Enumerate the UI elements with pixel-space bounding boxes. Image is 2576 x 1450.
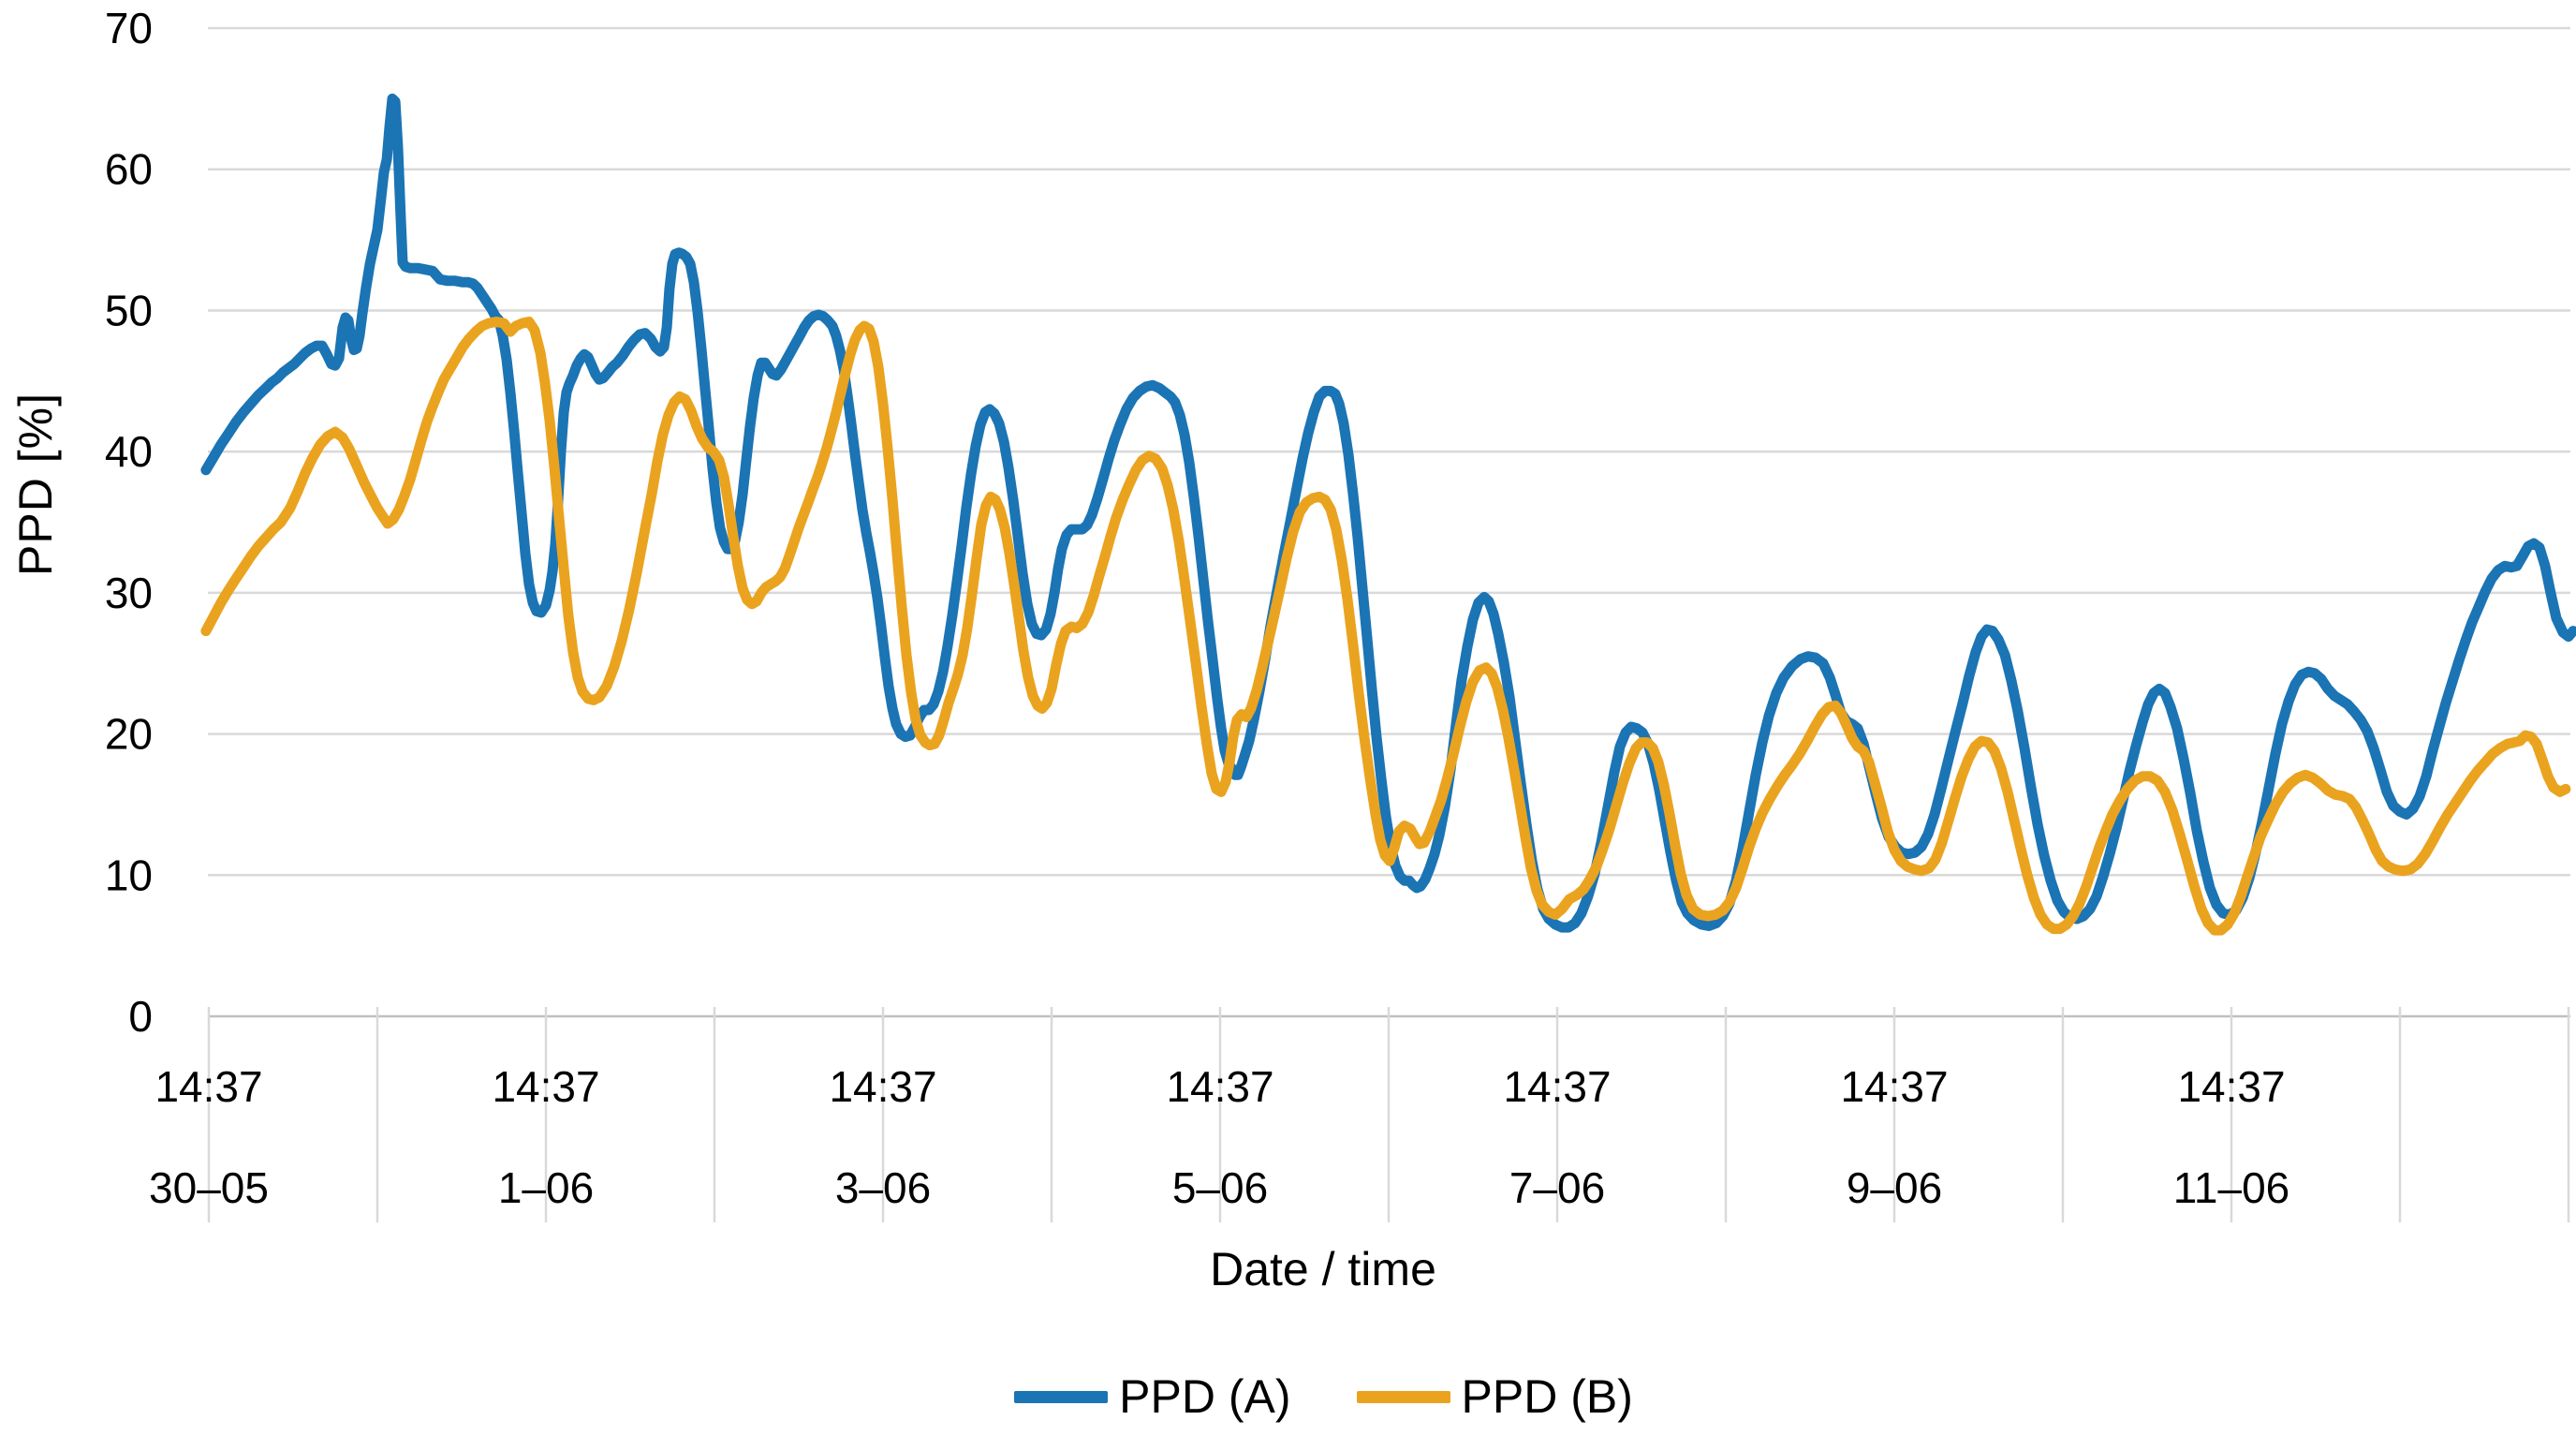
x-tick-label-time: 14:37 <box>492 1062 599 1111</box>
x-tick-label-time: 14:37 <box>829 1062 936 1111</box>
y-tick-label: 60 <box>105 145 153 194</box>
y-tick-label: 0 <box>128 992 153 1041</box>
y-tick-label: 30 <box>105 569 153 617</box>
legend-label-ppd-a: PPD (A) <box>1119 1370 1291 1423</box>
series-line-ppd-b <box>200 317 2571 936</box>
x-axis-title: Date / time <box>1210 1243 1436 1295</box>
x-tick-label-time: 14:37 <box>2177 1062 2285 1111</box>
legend: PPD (A) PPD (B) <box>0 1369 2576 1424</box>
x-tick-label-date: 3–06 <box>835 1163 931 1212</box>
x-tick-label-date: 1–06 <box>498 1163 594 1212</box>
legend-label-ppd-b: PPD (B) <box>1461 1370 1633 1423</box>
y-axis-title: PPD [%] <box>9 392 62 576</box>
x-tick-label-date: 5–06 <box>1172 1163 1268 1212</box>
y-tick-label: 50 <box>105 286 153 334</box>
x-tick-label-date: 9–06 <box>1847 1163 1942 1212</box>
y-tick-label: 20 <box>105 710 153 759</box>
ppd-a-line-swatch-icon <box>1014 1390 1109 1403</box>
x-tick-label-date: 7–06 <box>1509 1163 1605 1212</box>
y-tick-label: 40 <box>105 427 153 476</box>
x-tick-label-time: 14:37 <box>155 1062 262 1111</box>
x-tick-label-date: 30–05 <box>149 1163 269 1212</box>
ppd-b-line-swatch-icon <box>1356 1390 1450 1403</box>
y-tick-label: 10 <box>105 851 153 899</box>
legend-item-ppd-a: PPD (A) <box>1014 1369 1291 1424</box>
y-tick-label: 70 <box>105 4 153 52</box>
x-tick-label-time: 14:37 <box>1840 1062 1948 1111</box>
x-tick-label-date: 11–06 <box>2173 1163 2290 1212</box>
x-tick-label-time: 14:37 <box>1503 1062 1611 1111</box>
x-tick-label-time: 14:37 <box>1166 1062 1273 1111</box>
legend-item-ppd-b: PPD (B) <box>1356 1369 1633 1424</box>
